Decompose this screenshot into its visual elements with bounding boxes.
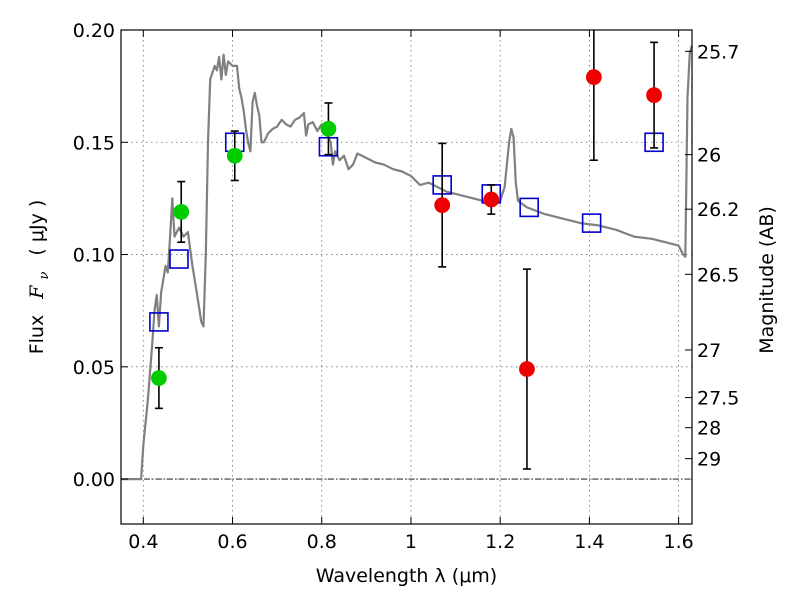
x-tick-label: 0.6 (217, 531, 247, 553)
magnitude-tick-label: 26 (697, 145, 721, 167)
y-tick-label: 0.10 (73, 245, 115, 267)
model-sed-line (121, 45, 694, 481)
y-axis-label: Flux F ν ( μJy ) (26, 200, 53, 355)
model-photometry-square (519, 197, 539, 218)
model-photometry-square (149, 312, 169, 332)
x-tick-label: 1.6 (664, 531, 694, 553)
y-axis-label-unit: ( μJy ) (26, 200, 48, 256)
x-axis-label: Wavelength λ (μm) (316, 565, 497, 587)
photometry-point (151, 370, 167, 386)
y-axis-label-symbol: F (26, 285, 48, 300)
x-tick-label: 1.4 (574, 531, 604, 553)
magnitude-tick-label: 28 (697, 418, 721, 440)
axis-ticks: 0.4 0.6 0.8 1 1.2 1.4 1.6 0.00 0.05 0.10 0.15 0.20 2… (73, 20, 740, 553)
svg-text:Flux F ν ( μ: Flux F ν ( μJy ) (26, 200, 53, 355)
photometry-point (434, 197, 451, 214)
magnitude-tick-label: 25.7 (697, 41, 739, 63)
x-tick-label: 1.2 (485, 531, 515, 553)
y-tick-label: 0.00 (73, 469, 115, 491)
magnitude-tick-label: 26.2 (697, 199, 739, 221)
photometry-point (173, 203, 190, 220)
photometry-point (519, 361, 535, 377)
y-tick-label: 0.05 (73, 357, 115, 379)
photometry-point (585, 69, 602, 86)
magnitude-tick-label: 27 (697, 340, 721, 362)
right-axis-label: Magnitude (AB) (756, 206, 778, 354)
photometry-point (483, 191, 500, 208)
magnitude-tick-label: 29 (697, 449, 721, 471)
x-tick-label: 1 (405, 531, 417, 553)
y-axis-label-subscript: ν (37, 272, 52, 280)
data-series (121, 30, 694, 481)
y-tick-label: 0.20 (73, 20, 115, 42)
y-axis-label-prefix: Flux (26, 315, 48, 355)
x-tick-label: 0.8 (307, 531, 337, 553)
magnitude-tick-label: 27.5 (697, 388, 739, 410)
y-tick-label: 0.15 (73, 132, 115, 154)
photometry-point (646, 87, 662, 104)
model-photometry-square (169, 249, 189, 269)
x-tick-label: 0.4 (128, 531, 158, 553)
grid-lines (121, 29, 692, 524)
photometry-point (226, 147, 243, 164)
model-photometry-square (581, 213, 602, 233)
plot-area-frame (120, 29, 693, 525)
photometry-point (320, 120, 337, 137)
magnitude-tick-label: 26.5 (697, 264, 739, 286)
